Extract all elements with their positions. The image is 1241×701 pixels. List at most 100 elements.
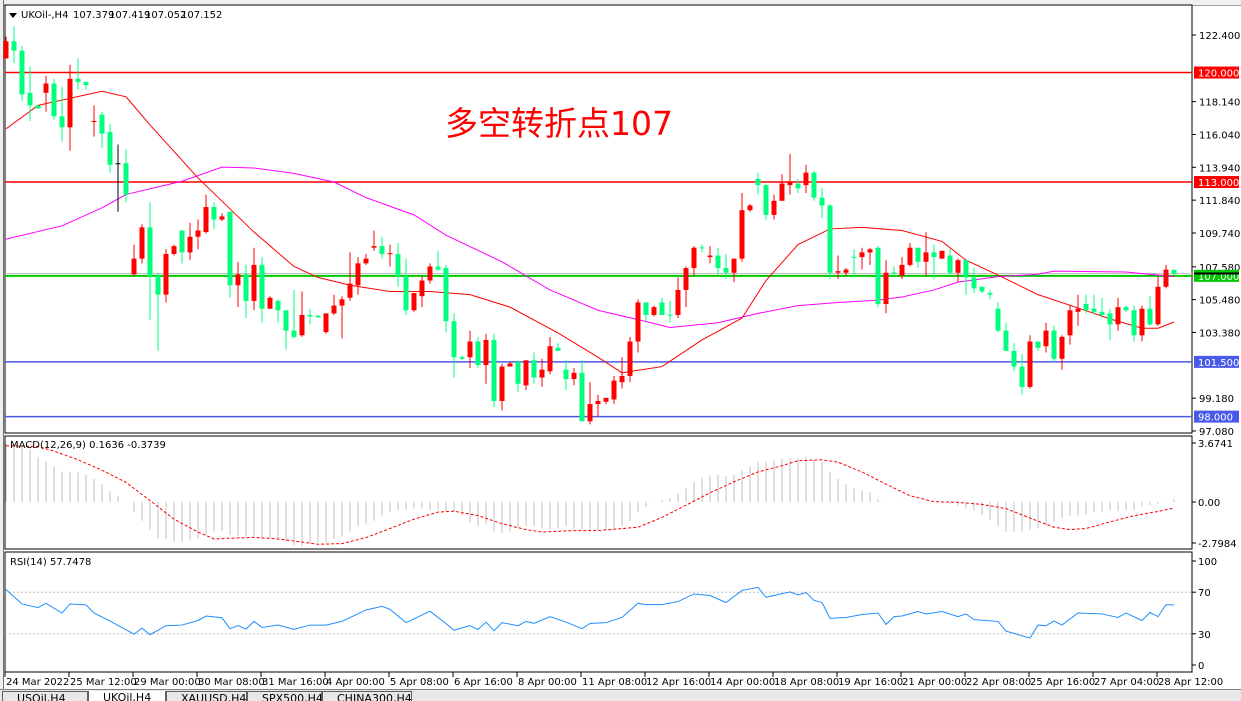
candle-body <box>683 268 689 290</box>
candle-body <box>531 360 537 378</box>
candle <box>363 253 369 265</box>
rsi-line <box>5 586 1175 639</box>
candle <box>11 26 17 64</box>
candle-body <box>923 252 929 262</box>
candle-body <box>123 163 129 195</box>
candle-body <box>1163 269 1169 287</box>
candle-body <box>891 272 897 274</box>
candle <box>139 224 145 264</box>
candle <box>547 336 553 375</box>
macd-tick-label: 0.00 <box>1198 498 1220 509</box>
symbol-header: UKOil-,H4 <box>21 10 68 21</box>
candle-body <box>27 92 33 106</box>
candle <box>683 266 689 308</box>
candle-body <box>739 210 745 259</box>
time-tick-label: 11 Apr 08:00 <box>582 677 647 688</box>
candle <box>931 244 937 279</box>
candle <box>51 78 57 120</box>
tab-spx500[interactable]: SPX500,H4 <box>247 691 322 701</box>
price-tick-label: 118.140 <box>1199 98 1240 109</box>
candle-body <box>523 360 529 386</box>
candle-body <box>1171 269 1177 274</box>
candle-body <box>931 252 937 258</box>
candle-body <box>67 78 73 128</box>
price-tick-label: 111.840 <box>1199 196 1240 207</box>
candle <box>1035 341 1041 351</box>
candle-body <box>219 216 225 220</box>
candle <box>587 382 593 425</box>
time-tick-label: 19 Apr 16:00 <box>838 677 903 688</box>
candle-body <box>899 264 905 276</box>
candle-body <box>1043 330 1049 347</box>
candle <box>1155 275 1161 326</box>
candle <box>723 253 729 279</box>
candle <box>443 264 449 333</box>
candle <box>995 302 1001 333</box>
candle <box>275 299 281 323</box>
candle <box>1083 294 1089 314</box>
candle <box>3 36 9 59</box>
candle-body <box>915 247 921 262</box>
candle-body <box>243 274 249 301</box>
ohlc-open: 107.379 <box>73 10 114 21</box>
candle-body <box>179 230 185 253</box>
candle <box>35 105 41 109</box>
candle <box>531 352 537 384</box>
rsi-series <box>5 586 1192 639</box>
candle <box>283 310 289 350</box>
candle <box>595 394 601 417</box>
price-tick-label: 116.040 <box>1199 130 1240 141</box>
axes: 122.400 118.140 116.040 113.940 111.840 109.7… <box>4 31 1240 688</box>
candle-body <box>715 255 721 269</box>
time-tick-label: 24 Mar 2022 <box>6 677 69 688</box>
tab-china300[interactable]: CHINA300,H4 <box>322 691 412 701</box>
price-tick-label: 107.580 <box>1199 263 1240 274</box>
candle <box>451 313 457 378</box>
time-tick-label: 14 Apr 00:00 <box>710 677 775 688</box>
rsi-panel <box>4 551 1193 673</box>
candle-body <box>595 400 601 405</box>
tab-xauusd[interactable]: XAUUSD,H4 <box>166 691 247 701</box>
candle <box>819 188 825 218</box>
tab-usoil[interactable]: USOil,H4 <box>2 691 88 701</box>
candle-body <box>635 302 641 342</box>
candle-body <box>227 211 233 286</box>
moving-averages <box>5 90 1175 374</box>
candle-body <box>91 121 97 123</box>
level-price-tag <box>1194 410 1239 423</box>
candle-body <box>995 308 1001 331</box>
candle <box>459 355 465 361</box>
candle-body <box>203 207 209 233</box>
tab-ukoil[interactable]: UKOil,H4 <box>88 691 166 701</box>
candle-body <box>251 264 257 301</box>
candle-body <box>603 397 609 402</box>
macd-title: MACD(12,26,9) 0.1636 -0.3739 <box>10 440 166 451</box>
candle-body <box>611 380 617 400</box>
candle <box>523 360 529 391</box>
candle-body <box>1139 308 1145 336</box>
candle-body <box>331 305 337 314</box>
candle <box>579 360 585 422</box>
candle <box>747 203 753 212</box>
candle <box>331 294 337 315</box>
candle <box>651 305 657 317</box>
candle-body <box>75 78 81 82</box>
candle-body <box>731 258 737 273</box>
candle <box>691 246 697 276</box>
candle-body <box>267 297 273 309</box>
candle <box>851 249 857 278</box>
candle-body <box>907 247 913 265</box>
candle-body <box>1019 366 1025 387</box>
level-price-tag <box>1194 355 1239 368</box>
candle <box>907 243 913 267</box>
dropdown-triangle-icon[interactable] <box>9 13 17 18</box>
candle <box>619 357 625 389</box>
candle-body <box>1131 310 1137 336</box>
candle <box>91 105 97 137</box>
level-price-label: 107.000 <box>1198 272 1239 283</box>
candle-body <box>475 341 481 366</box>
candle <box>707 246 713 264</box>
ohlc-low: 107.052 <box>145 10 186 21</box>
candle <box>171 244 177 256</box>
